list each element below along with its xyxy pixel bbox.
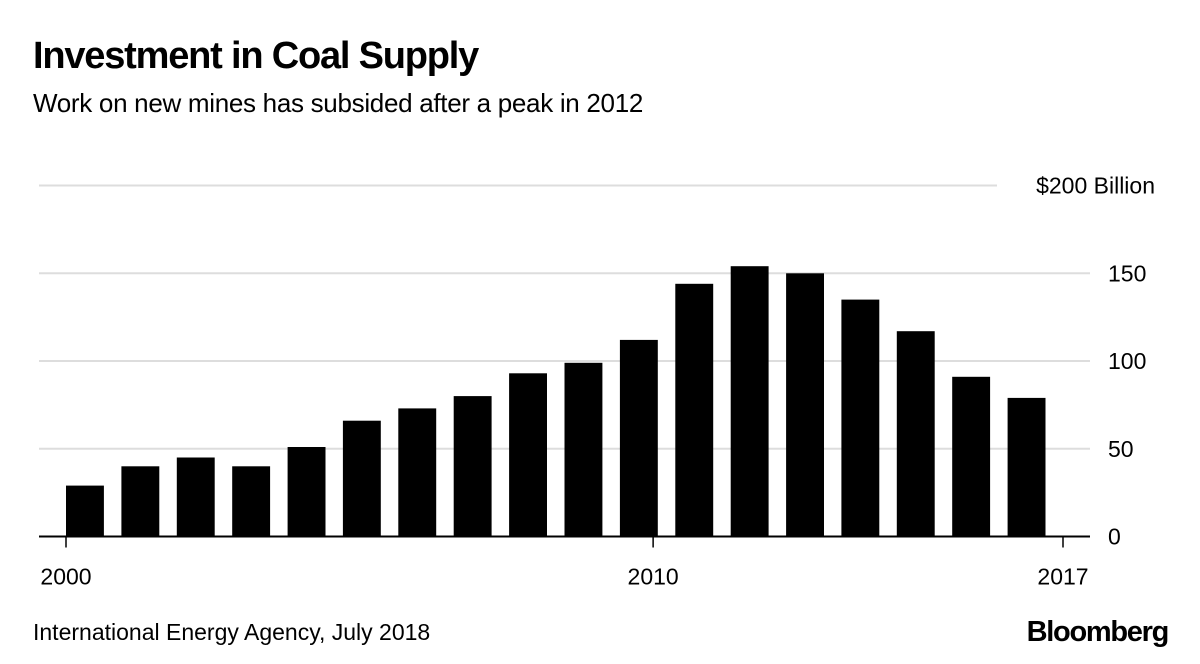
bar-2000 (66, 485, 104, 537)
bar-2016 (952, 376, 991, 537)
y-tick-label-200: $200 Billion (1036, 173, 1155, 199)
bar-2001 (121, 466, 160, 537)
bar-2004 (287, 447, 326, 537)
bar-2015 (896, 331, 935, 537)
bar-2007 (453, 396, 492, 537)
chart-subtitle: Work on new mines has subsided after a p… (33, 88, 644, 118)
bar-2013 (786, 273, 824, 537)
bloomberg-logo: Bloomberg (1026, 616, 1170, 648)
bar-2002 (176, 457, 215, 537)
bar-2003 (232, 466, 271, 537)
bar-2012 (730, 266, 769, 537)
bar-2011 (675, 283, 714, 537)
bar-2010 (619, 339, 658, 537)
bar-2009 (564, 362, 603, 537)
x-tick-label-2000: 2000 (40, 564, 91, 590)
x-tick-label-2017: 2017 (1037, 564, 1088, 590)
x-axis (39, 535, 1090, 548)
bar-2005 (342, 420, 381, 537)
bar-2006 (398, 408, 437, 537)
y-tick-label-0: 0 (1108, 524, 1121, 550)
bar-2014 (841, 299, 880, 537)
bar-2017 (1007, 397, 1046, 537)
x-tick-label-2010: 2010 (628, 564, 679, 590)
y-tick-label-150: 150 (1108, 260, 1146, 286)
y-tick-label-50: 50 (1108, 436, 1134, 462)
chart-title: Investment in Coal Supply (33, 35, 479, 77)
y-axis-labels: 0 50 100 150 $200 Billion (1036, 173, 1155, 550)
bar-2008 (509, 373, 547, 537)
source-note: International Energy Agency, July 2018 (33, 619, 431, 645)
y-tick-label-100: 100 (1108, 348, 1146, 374)
bars (66, 266, 1046, 537)
x-axis-labels: 2000 2010 2017 (40, 564, 1088, 590)
